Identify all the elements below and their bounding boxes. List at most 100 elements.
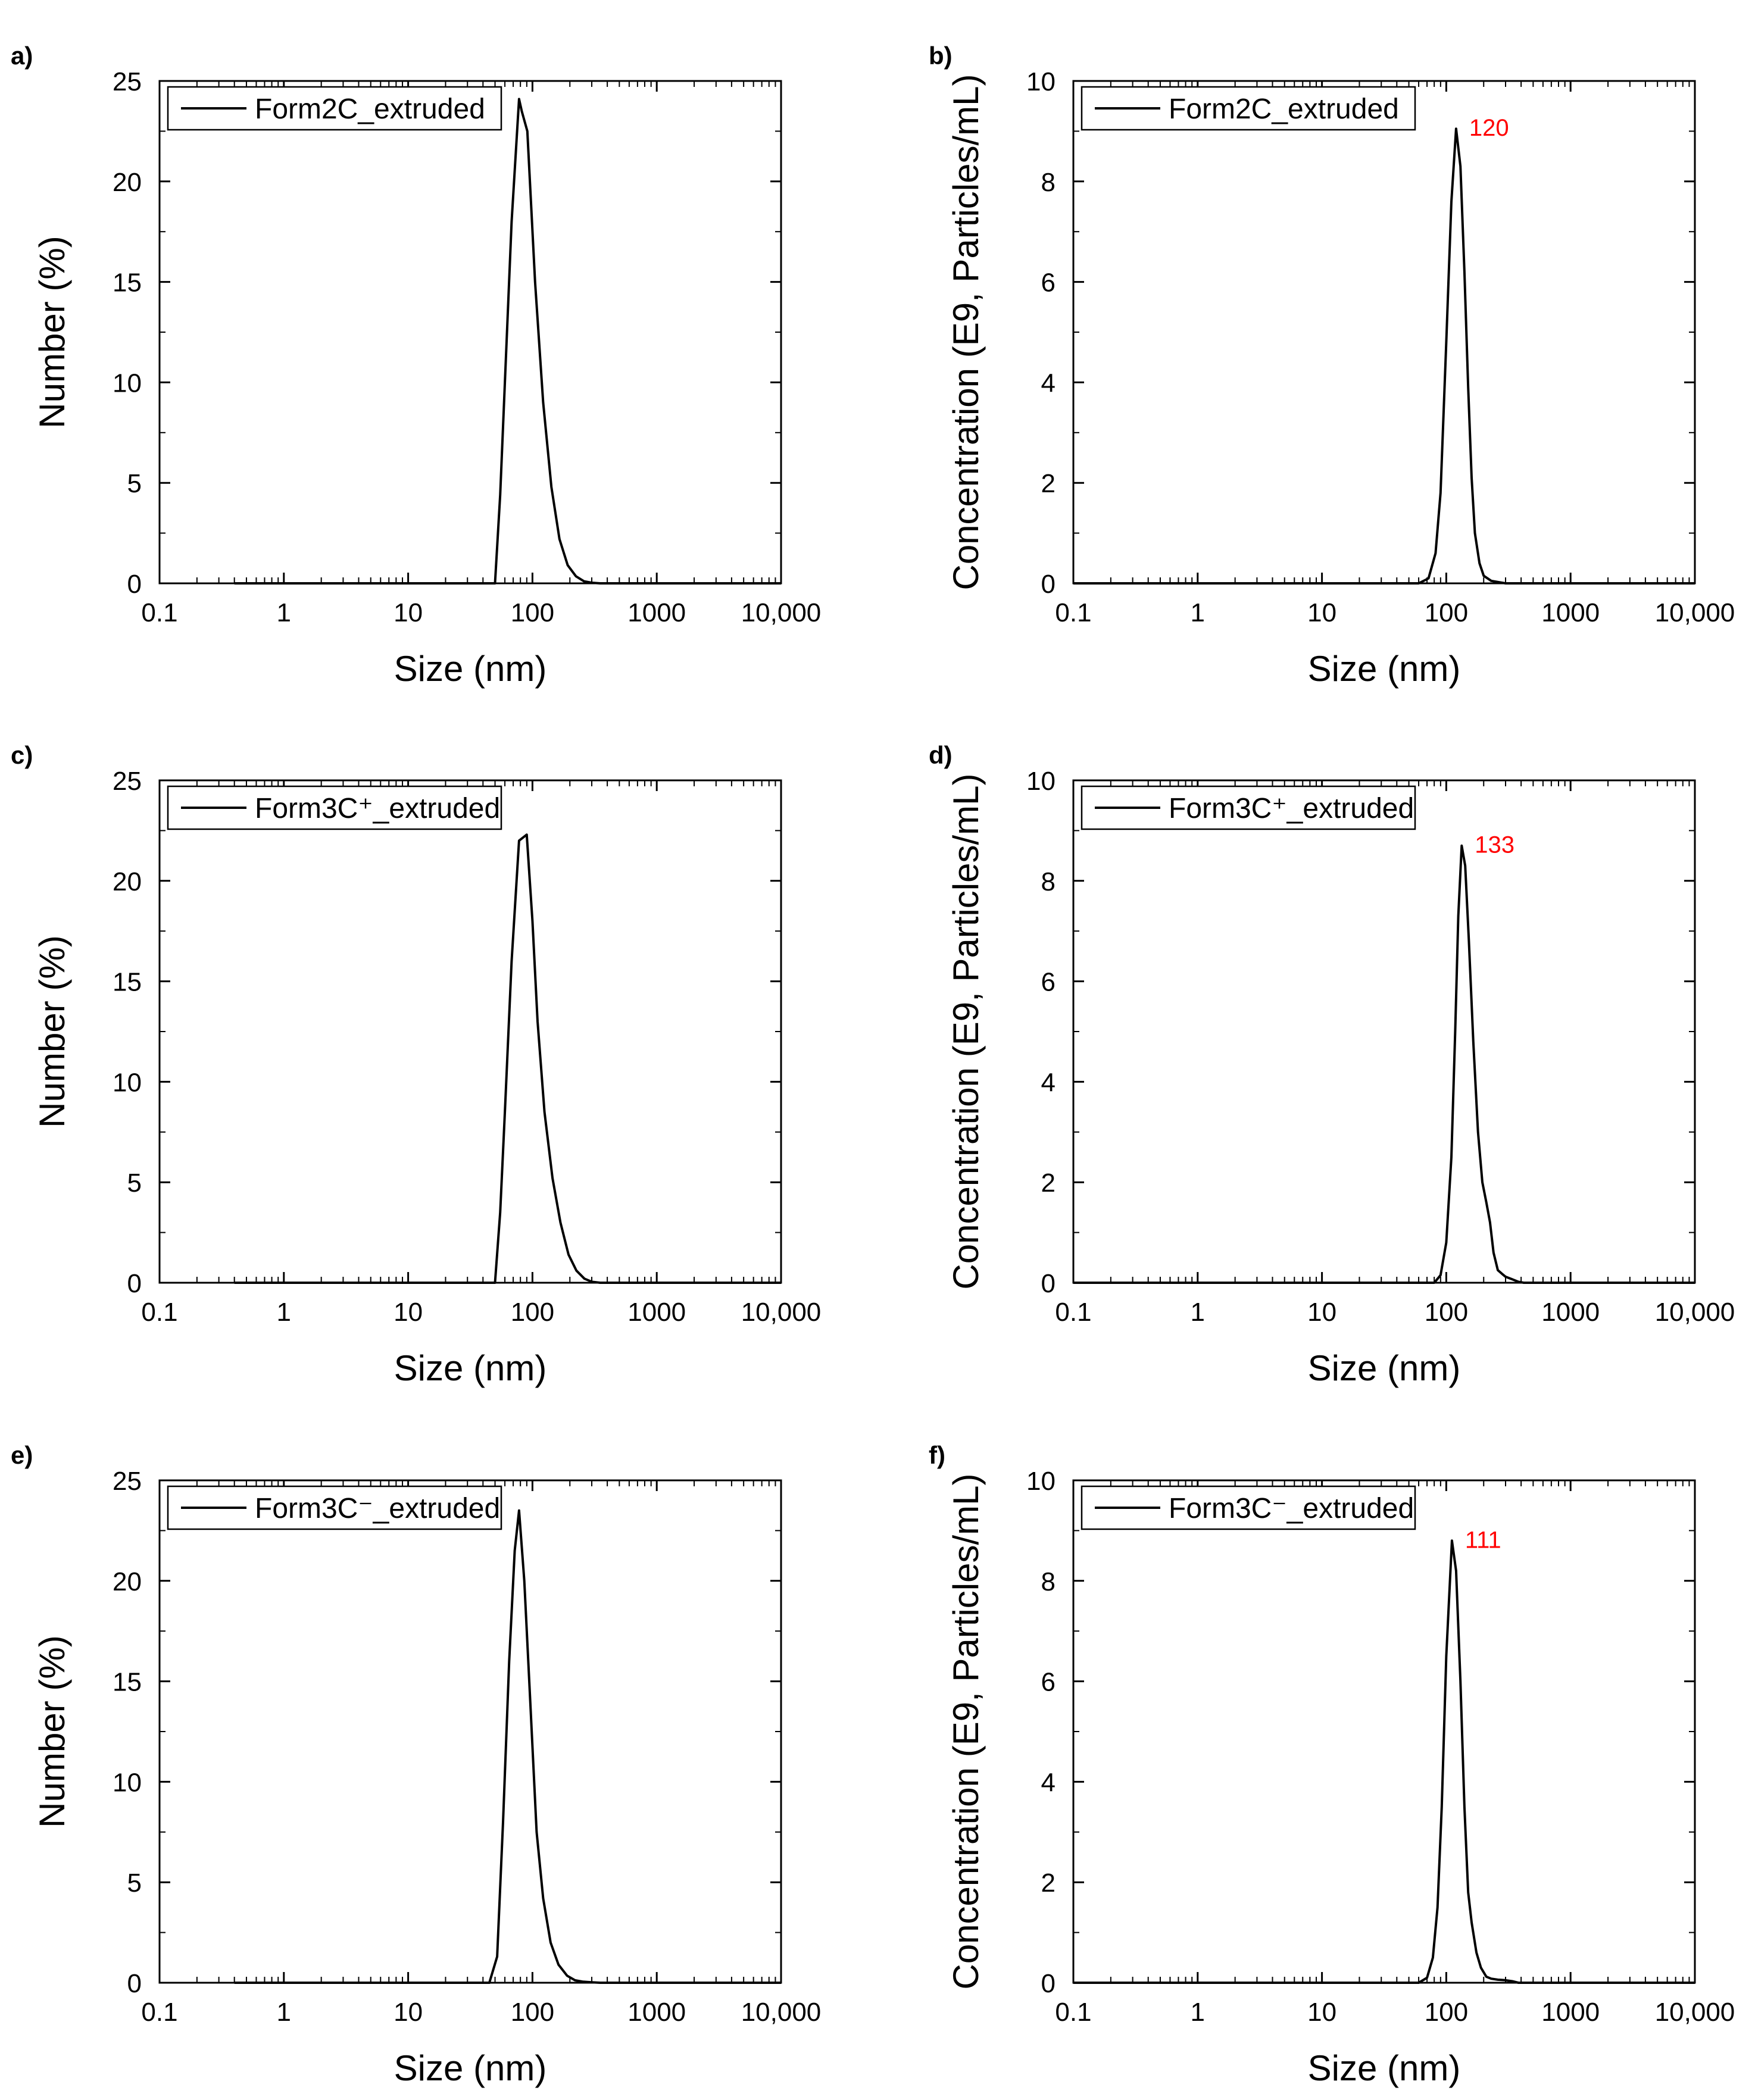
y-tick-label: 10 [113, 1068, 142, 1097]
x-tick-label: 0.1 [1055, 1998, 1091, 2027]
x-tick-label: 0.1 [141, 1298, 177, 1327]
y-axis-title: Concentration (E9, Particles/mL) [946, 1473, 986, 1989]
series-line [234, 833, 781, 1284]
y-axis-title: Number (%) [32, 935, 72, 1127]
y-tick-label: 0 [127, 570, 142, 599]
chart-panel: f) 0.1 1 10 100 1000 10,000 0 2 4 6 8 10 Size (nm) Con… [929, 1441, 1735, 2088]
plot-frame [1072, 779, 1696, 1284]
plot-frame [1072, 1479, 1696, 1984]
y-tick-label: 10 [1026, 1467, 1056, 1496]
x-tick-label: 1 [1191, 598, 1205, 627]
y-tick-label: 15 [113, 968, 142, 997]
y-tick-label: 10 [113, 368, 142, 398]
panel-label: a) [11, 42, 33, 70]
y-tick-label: 25 [113, 67, 142, 96]
x-axis-title: Size (nm) [1308, 1348, 1461, 1388]
x-tick-label: 10 [1307, 1998, 1336, 2027]
series-line [1073, 1539, 1695, 1984]
x-tick-label: 10,000 [1655, 1998, 1735, 2027]
series-line [234, 1509, 781, 1984]
x-tick-label: 10 [1307, 598, 1336, 627]
y-tick-label: 5 [127, 469, 142, 498]
peak-annotation: 133 [1475, 832, 1514, 858]
x-tick-label: 100 [511, 598, 554, 627]
x-axis-title: Size (nm) [1308, 649, 1461, 689]
y-tick-label: 2 [1041, 469, 1056, 498]
x-tick-label: 1000 [1541, 598, 1600, 627]
panel-label: c) [11, 741, 33, 769]
y-tick-label: 6 [1041, 268, 1056, 298]
y-tick-label: 0 [1041, 570, 1056, 599]
y-tick-label: 0 [1041, 1269, 1056, 1298]
y-tick-label: 4 [1041, 1768, 1056, 1797]
chart-panel: c) 0.1 1 10 100 1000 10,000 0 5 10 15 20 25 Size (nm)… [11, 741, 821, 1388]
y-tick-label: 15 [113, 1668, 142, 1697]
y-tick-label: 4 [1041, 1068, 1056, 1097]
panel-label: e) [11, 1441, 33, 1469]
y-tick-label: 5 [127, 1868, 142, 1898]
legend-label: Form3C⁺_extruded [1169, 793, 1414, 824]
x-tick-label: 1000 [627, 1998, 686, 2027]
x-tick-label: 1000 [1541, 1298, 1600, 1327]
x-tick-label: 0.1 [141, 1998, 177, 2027]
y-tick-label: 0 [1041, 1969, 1056, 1998]
y-tick-label: 8 [1041, 168, 1056, 197]
x-tick-label: 1000 [1541, 1998, 1600, 2027]
x-tick-label: 10 [394, 1998, 423, 2027]
x-tick-label: 0.1 [1055, 1298, 1091, 1327]
y-tick-label: 10 [1026, 767, 1056, 796]
plot-frame [1072, 80, 1696, 585]
x-tick-label: 0.1 [141, 598, 177, 627]
chart-panel: a) 0.1 1 10 100 1000 10,000 0 5 10 15 20 25 Size (nm)… [11, 42, 821, 689]
plot-frame [158, 80, 782, 585]
legend-label: Form2C_extruded [255, 93, 485, 125]
x-tick-label: 100 [511, 1298, 554, 1327]
y-tick-label: 4 [1041, 368, 1056, 398]
x-tick-label: 1 [1191, 1998, 1205, 2027]
panel-label: f) [929, 1441, 945, 1469]
legend-label: Form3C⁻_extruded [255, 1493, 500, 1524]
x-tick-label: 1 [277, 1998, 291, 2027]
y-tick-label: 6 [1041, 1668, 1056, 1697]
plot-frame [158, 1479, 782, 1984]
peak-annotation: 120 [1469, 115, 1509, 141]
y-tick-label: 10 [113, 1768, 142, 1797]
y-tick-label: 15 [113, 268, 142, 298]
y-tick-label: 25 [113, 1467, 142, 1496]
series-line [234, 98, 781, 585]
chart-panel: d) 0.1 1 10 100 1000 10,000 0 2 4 6 8 10 Size (nm) Con… [929, 741, 1735, 1388]
x-tick-label: 100 [1425, 1298, 1468, 1327]
x-tick-label: 10 [1307, 1298, 1336, 1327]
x-tick-label: 1000 [627, 598, 686, 627]
x-tick-label: 1 [277, 1298, 291, 1327]
x-axis-title: Size (nm) [394, 649, 547, 689]
x-tick-label: 100 [1425, 1998, 1468, 2027]
plot-frame [158, 779, 782, 1284]
y-tick-label: 2 [1041, 1168, 1056, 1198]
x-tick-label: 10,000 [741, 598, 822, 627]
series-line [1073, 844, 1695, 1284]
y-axis-title: Number (%) [32, 236, 72, 428]
y-tick-label: 6 [1041, 968, 1056, 997]
x-axis-title: Size (nm) [1308, 2048, 1461, 2088]
legend-label: Form2C_extruded [1169, 93, 1399, 125]
x-tick-label: 1 [1191, 1298, 1205, 1327]
y-tick-label: 2 [1041, 1868, 1056, 1898]
panel-label: d) [929, 741, 953, 769]
x-tick-label: 10 [394, 598, 423, 627]
y-tick-label: 0 [127, 1969, 142, 1998]
x-tick-label: 1 [277, 598, 291, 627]
chart-panel: e) 0.1 1 10 100 1000 10,000 0 5 10 15 20 25 Size (nm)… [11, 1441, 821, 2088]
panel-label: b) [929, 42, 953, 70]
x-tick-label: 10 [394, 1298, 423, 1327]
legend-label: Form3C⁻_extruded [1169, 1493, 1414, 1524]
x-axis-title: Size (nm) [394, 2048, 547, 2088]
x-tick-label: 10,000 [1655, 1298, 1735, 1327]
x-tick-label: 0.1 [1055, 598, 1091, 627]
x-tick-label: 10,000 [1655, 598, 1735, 627]
y-tick-label: 8 [1041, 1567, 1056, 1596]
y-axis-title: Concentration (E9, Particles/mL) [946, 74, 986, 590]
legend-label: Form3C⁺_extruded [255, 793, 500, 824]
